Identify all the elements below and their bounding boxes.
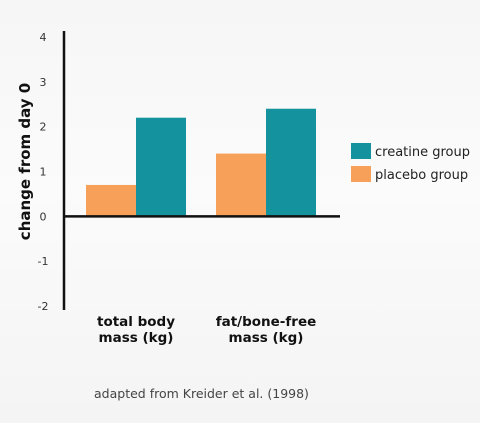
legend-label-placebo: placebo group: [375, 168, 468, 183]
y-tick-label: 0: [40, 210, 47, 223]
category-label-1: mass (kg): [99, 330, 174, 346]
y-tick-label: 2: [40, 121, 47, 134]
bar-creatine-2: [266, 108, 316, 217]
y-tick-label: -2: [38, 300, 49, 313]
bar-placebo-2: [216, 153, 266, 217]
y-tick-label: 1: [40, 166, 47, 179]
y-axis-label: change from day 0: [16, 83, 34, 240]
y-tick-label: 3: [40, 76, 47, 89]
y-tick-label: -1: [38, 255, 49, 268]
bar-placebo-1: [86, 184, 136, 217]
category-label-1: total body: [97, 314, 175, 330]
y-tick-label: 4: [40, 31, 47, 44]
source-caption: adapted from Kreider et al. (1998): [94, 386, 309, 401]
legend-label-creatine: creatine group: [375, 145, 470, 160]
category-label-2: mass (kg): [229, 330, 304, 346]
bar-creatine-1: [136, 117, 186, 217]
legend-swatch-creatine: [351, 143, 371, 159]
category-label-2: fat/bone-free: [216, 314, 317, 330]
legend-swatch-placebo: [351, 166, 371, 182]
